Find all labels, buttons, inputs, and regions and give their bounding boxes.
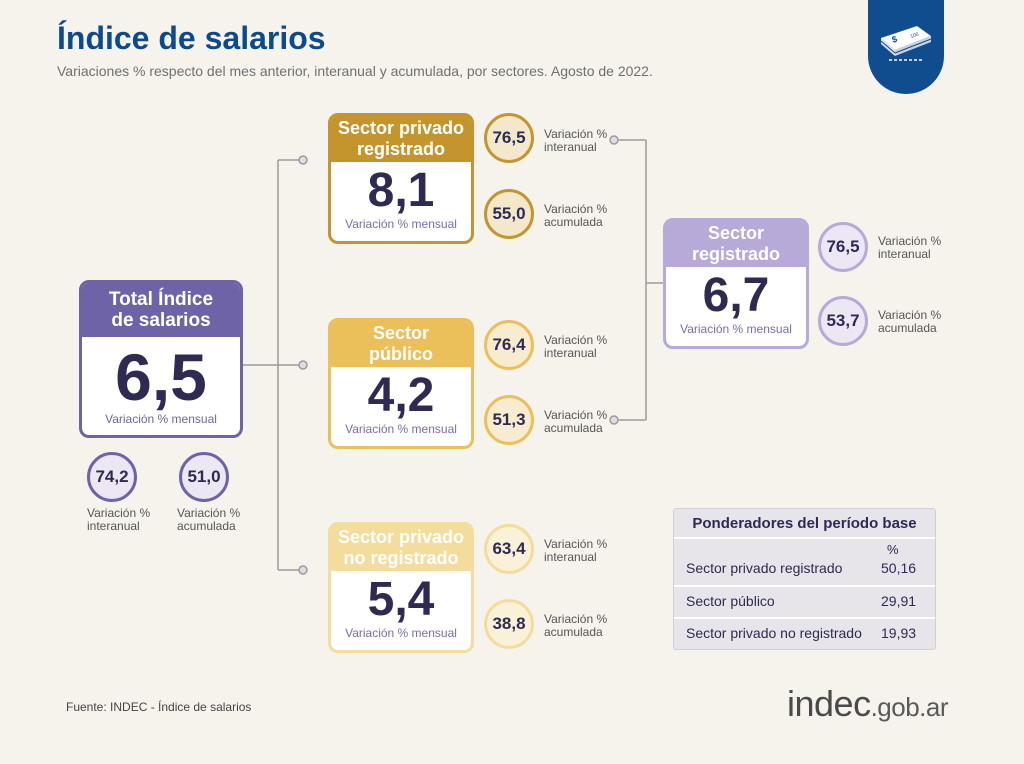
total-index-title: Total Índice de salarios xyxy=(82,283,240,337)
mensual-caption: Variación % mensual xyxy=(680,322,792,336)
total-interanual-circle: 74,2 xyxy=(87,452,137,502)
page-title: Índice de salarios xyxy=(57,20,326,56)
publico-title: Sector público xyxy=(331,321,471,367)
registrado-interanual-circle: 76,5 xyxy=(818,222,868,272)
registrado-box: Sector registrado 6,7 Variación % mensua… xyxy=(663,218,809,349)
total-index-box: Total Índice de salarios 6,5 Variación %… xyxy=(79,280,243,438)
ponderadores-title: Ponderadores del período base xyxy=(674,509,935,539)
acumulada-label: Variación % acumulada xyxy=(544,202,608,229)
registrado-mensual: 6,7 xyxy=(702,269,770,322)
total-mensual-value: 6,5 xyxy=(115,340,207,414)
logo-tab: $ 100 xyxy=(868,0,944,94)
svg-text:$: $ xyxy=(891,34,899,45)
no-registrado-box: Sector privado no registrado 5,4 Variaci… xyxy=(328,522,474,653)
no-registrado-mensual: 5,4 xyxy=(367,573,435,626)
mensual-caption: Variación % mensual xyxy=(105,412,217,426)
table-row: Sector público 29,91 xyxy=(686,593,917,609)
source-note: Fuente: INDEC - Índice de salarios xyxy=(66,700,252,714)
acumulada-label: Variación % acumulada xyxy=(544,408,608,435)
no-registrado-title: Sector privado no registrado xyxy=(331,525,471,571)
interanual-label: Variación % interanual xyxy=(544,333,608,360)
publico-acumulada-circle: 51,3 xyxy=(484,395,534,445)
acumulada-label: Variación % acumulada xyxy=(544,612,608,639)
mensual-caption: Variación % mensual xyxy=(345,217,457,231)
money-stack-icon: $ 100 xyxy=(880,26,932,61)
registrado-acumulada-circle: 53,7 xyxy=(818,296,868,346)
no-registrado-acumulada-circle: 38,8 xyxy=(484,599,534,649)
svg-text:100: 100 xyxy=(910,32,920,40)
interanual-label: Variación % interanual xyxy=(544,537,608,564)
publico-interanual-circle: 76,4 xyxy=(484,320,534,370)
privado-registrado-box: Sector privado registrado 8,1 Variación … xyxy=(328,113,474,244)
mensual-caption: Variación % mensual xyxy=(345,422,457,436)
mensual-caption: Variación % mensual xyxy=(345,626,457,640)
page-subtitle: Variaciones % respecto del mes anterior,… xyxy=(57,63,653,79)
privado-registrado-mensual: 8,1 xyxy=(367,164,435,217)
table-row: Sector privado no registrado 19,93 xyxy=(686,625,917,641)
interanual-label: Variación % interanual xyxy=(878,234,942,261)
total-acumulada-circle: 51,0 xyxy=(179,452,229,502)
acumulada-label: Variación % acumulada xyxy=(878,308,942,335)
no-registrado-interanual-circle: 63,4 xyxy=(484,524,534,574)
privado-registrado-title: Sector privado registrado xyxy=(331,116,471,162)
indec-brand: indec.gob.ar xyxy=(787,683,949,724)
total-acumulada-label: Variación % acumulada xyxy=(177,506,241,533)
publico-mensual: 4,2 xyxy=(367,369,435,422)
total-interanual-label: Variación % interanual xyxy=(87,506,151,533)
table-row: Sector privado registrado 50,16 xyxy=(686,560,917,576)
privado-registrado-acumulada-circle: 55,0 xyxy=(484,189,534,239)
interanual-label: Variación % interanual xyxy=(544,127,608,154)
registrado-title: Sector registrado xyxy=(666,221,806,267)
publico-box: Sector público 4,2 Variación % mensual xyxy=(328,318,474,449)
ponderadores-table: Ponderadores del período base % Sector p… xyxy=(673,508,936,650)
privado-registrado-interanual-circle: 76,5 xyxy=(484,113,534,163)
ponderadores-unit: % xyxy=(887,542,899,557)
